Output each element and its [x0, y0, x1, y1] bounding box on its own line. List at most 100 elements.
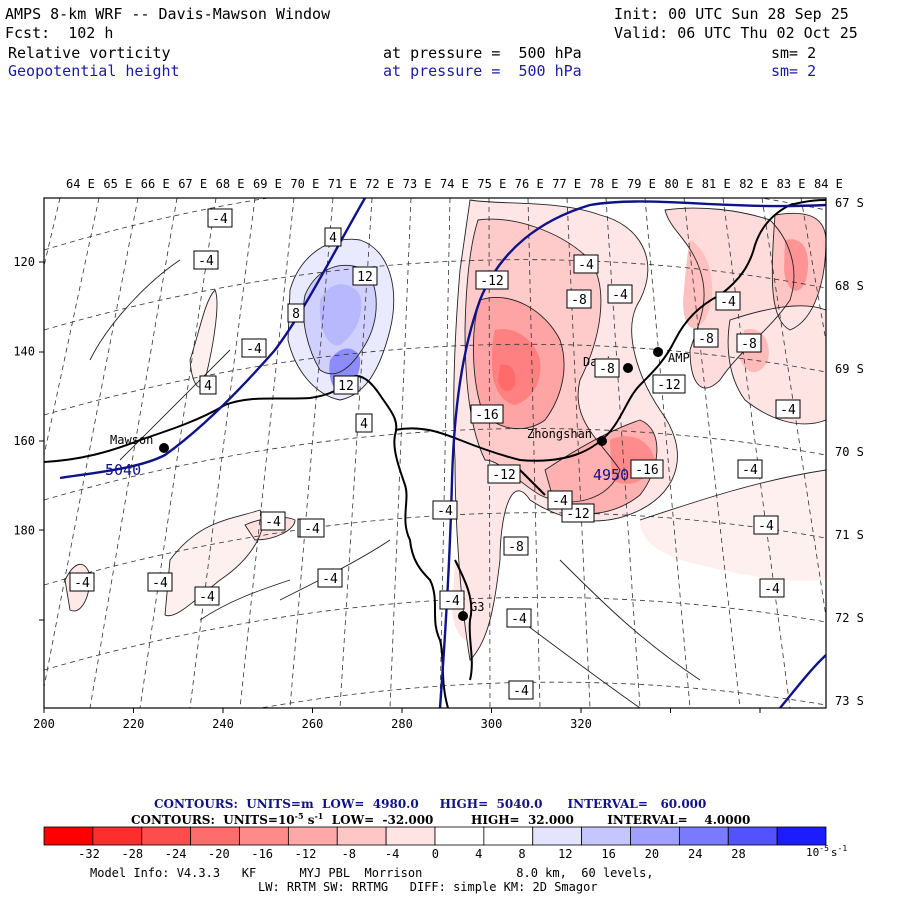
svg-text:-4: -4 — [304, 522, 320, 537]
longitude-label: 80 E — [664, 177, 693, 191]
svg-text:-4: -4 — [198, 254, 214, 269]
model-info-line1: Model Info: V4.3.3 KF MYJ PBL Morrison 8… — [90, 866, 654, 880]
svg-text:-12: -12 — [657, 378, 680, 393]
station-label-mawson: Mawson — [110, 433, 153, 447]
field1-name: Relative vorticity — [8, 44, 171, 62]
vorticity-label: -4 — [715, 291, 741, 311]
vorticity-label: -16 — [470, 404, 504, 424]
field2-name: Geopotential height — [8, 62, 180, 80]
map-title: AMPS 8-km WRF -- Davis-Mawson Window — [5, 5, 331, 23]
y-tick-label: 140 — [13, 345, 35, 359]
colorbar-tick: 24 — [688, 847, 702, 861]
latitude-label: 69 S — [835, 362, 864, 376]
x-tick-label: 320 — [570, 717, 592, 731]
colorbar-swatch — [43, 826, 94, 846]
vorticity-label: 12 — [333, 375, 359, 395]
latitude-labels: 67 S 68 S 69 S 70 S 71 S 72 S 73 S — [835, 196, 864, 708]
vorticity-label: -4 — [147, 572, 173, 592]
y-tick-label: 180 — [13, 524, 35, 538]
svg-text:-4: -4 — [758, 519, 774, 534]
vorticity-label: 12 — [352, 266, 378, 286]
station-marker-amp — [653, 347, 663, 357]
colorbar — [43, 826, 827, 846]
svg-text:-4: -4 — [74, 576, 90, 591]
vorticity-label: -12 — [487, 464, 521, 484]
colorbar-swatch — [141, 826, 192, 846]
longitude-label: 67 E — [178, 177, 207, 191]
vorticity-label: -4 — [759, 578, 785, 598]
svg-text:-4: -4 — [322, 572, 338, 587]
coastline — [44, 199, 826, 708]
station-marker-mawson — [159, 443, 169, 453]
station-marker-davis — [623, 363, 633, 373]
init-time: Init: 00 UTC Sun 28 Sep 25 — [614, 5, 849, 23]
svg-text:-16: -16 — [635, 463, 658, 478]
colorbar-unit: 10-5 s-1 — [806, 844, 847, 859]
svg-text:12: 12 — [357, 270, 373, 285]
height-label-4950: 4950 — [593, 466, 629, 484]
vorticity-label: -4 — [737, 459, 763, 479]
longitude-label: 71 E — [328, 177, 357, 191]
station-label-zhongshan: Zhongshan — [527, 427, 592, 441]
colorbar-tick: 12 — [558, 847, 572, 861]
colorbar-tick: -4 — [385, 847, 399, 861]
forecast-hour: Fcst: 102 h — [5, 24, 114, 42]
y-tick-label: 160 — [13, 434, 35, 448]
svg-text:-4: -4 — [742, 463, 758, 478]
colorbar-tick: -8 — [342, 847, 356, 861]
svg-text:-4: -4 — [764, 582, 780, 597]
svg-text:-8: -8 — [698, 332, 714, 347]
colorbar-tick: 28 — [731, 847, 745, 861]
vorticity-label: -4 — [317, 568, 343, 588]
colorbar-swatch — [776, 826, 827, 846]
vorticity-label: -4 — [260, 511, 286, 531]
colorbar-tick: -32 — [78, 847, 100, 861]
map-frame — [43, 197, 827, 709]
longitude-label: 69 E — [253, 177, 282, 191]
vorticity-label: -4 — [506, 608, 532, 628]
station-label-g3: G3 — [470, 600, 484, 614]
x-tick-label: 220 — [123, 717, 145, 731]
vorticity-label: 4 — [355, 413, 373, 433]
vorticity-label: -8 — [736, 333, 762, 353]
colorbar-swatch — [336, 826, 387, 846]
longitude-label: 70 E — [290, 177, 319, 191]
longitude-label: 74 E — [440, 177, 469, 191]
svg-text:-4: -4 — [720, 295, 736, 310]
latitude-label: 70 S — [835, 445, 864, 459]
vorticity-label: -4 — [439, 590, 465, 610]
vorticity-label: -8 — [594, 358, 620, 378]
vorticity-label: -8 — [693, 328, 719, 348]
longitude-label: 66 E — [141, 177, 170, 191]
svg-text:-4: -4 — [612, 288, 628, 303]
svg-text:-8: -8 — [508, 540, 524, 555]
colorbar-swatch — [581, 826, 631, 846]
latitude-label: 72 S — [835, 611, 864, 625]
latitude-label: 68 S — [835, 279, 864, 293]
x-tick-label: 200 — [33, 717, 55, 731]
longitude-label: 75 E — [477, 177, 506, 191]
longitude-label: 72 E — [365, 177, 394, 191]
svg-text:-4: -4 — [199, 590, 215, 605]
vorticity-label: 8 — [287, 303, 305, 323]
vorticity-label: -8 — [566, 289, 592, 309]
vorticity-label: -4 — [207, 208, 233, 228]
model-info-line2: LW: RRTM SW: RRTMG DIFF: simple KM: 2D S… — [258, 880, 598, 894]
colorbar-swatch — [239, 826, 289, 846]
colorbar-swatch — [287, 826, 338, 846]
svg-text:-4: -4 — [246, 342, 262, 357]
svg-text:-12: -12 — [480, 274, 503, 289]
longitude-label: 73 E — [403, 177, 432, 191]
station-marker-g3 — [458, 611, 468, 621]
vorticity-label: -4 — [69, 572, 95, 592]
longitude-label: 82 E — [739, 177, 768, 191]
svg-text:-4: -4 — [578, 258, 594, 273]
svg-text:4: 4 — [329, 231, 337, 246]
vorticity-label: -4 — [607, 284, 633, 304]
y-axis-tick-labels: 120 140 160 180 — [13, 255, 35, 538]
latitude-label: 71 S — [835, 528, 864, 542]
colorbar-tick: -12 — [295, 847, 317, 861]
latitude-label: 67 S — [835, 196, 864, 210]
colorbar-swatch — [385, 826, 436, 846]
colorbar-tick: -20 — [208, 847, 230, 861]
